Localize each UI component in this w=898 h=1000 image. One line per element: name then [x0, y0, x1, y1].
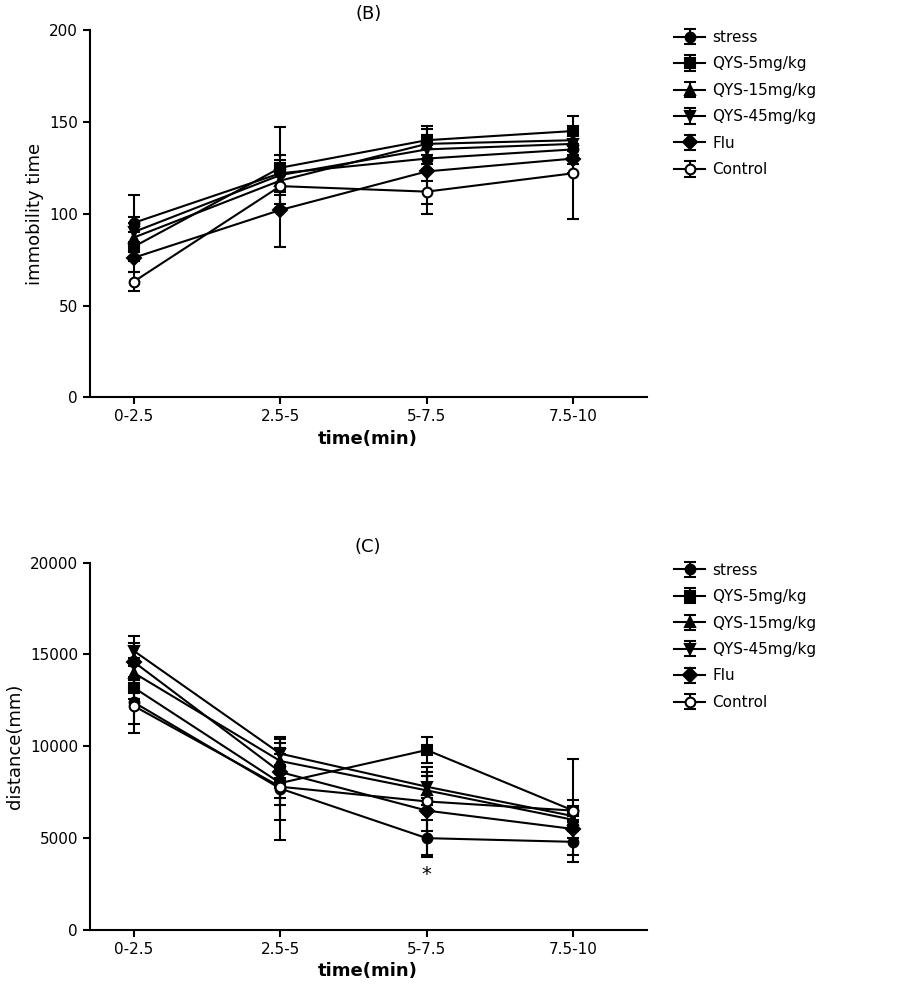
Y-axis label: distance(mm): distance(mm) [6, 684, 24, 809]
Y-axis label: immobility time: immobility time [25, 143, 44, 285]
Title: (C): (C) [355, 538, 382, 556]
Legend: stress, QYS-5mg/kg, QYS-15mg/kg, QYS-45mg/kg, Flu, Control: stress, QYS-5mg/kg, QYS-15mg/kg, QYS-45m… [674, 30, 816, 177]
Legend: stress, QYS-5mg/kg, QYS-15mg/kg, QYS-45mg/kg, Flu, Control: stress, QYS-5mg/kg, QYS-15mg/kg, QYS-45m… [674, 563, 816, 710]
Title: (B): (B) [355, 5, 382, 23]
Text: *: * [422, 865, 432, 884]
X-axis label: time(min): time(min) [318, 962, 418, 980]
X-axis label: time(min): time(min) [318, 430, 418, 448]
